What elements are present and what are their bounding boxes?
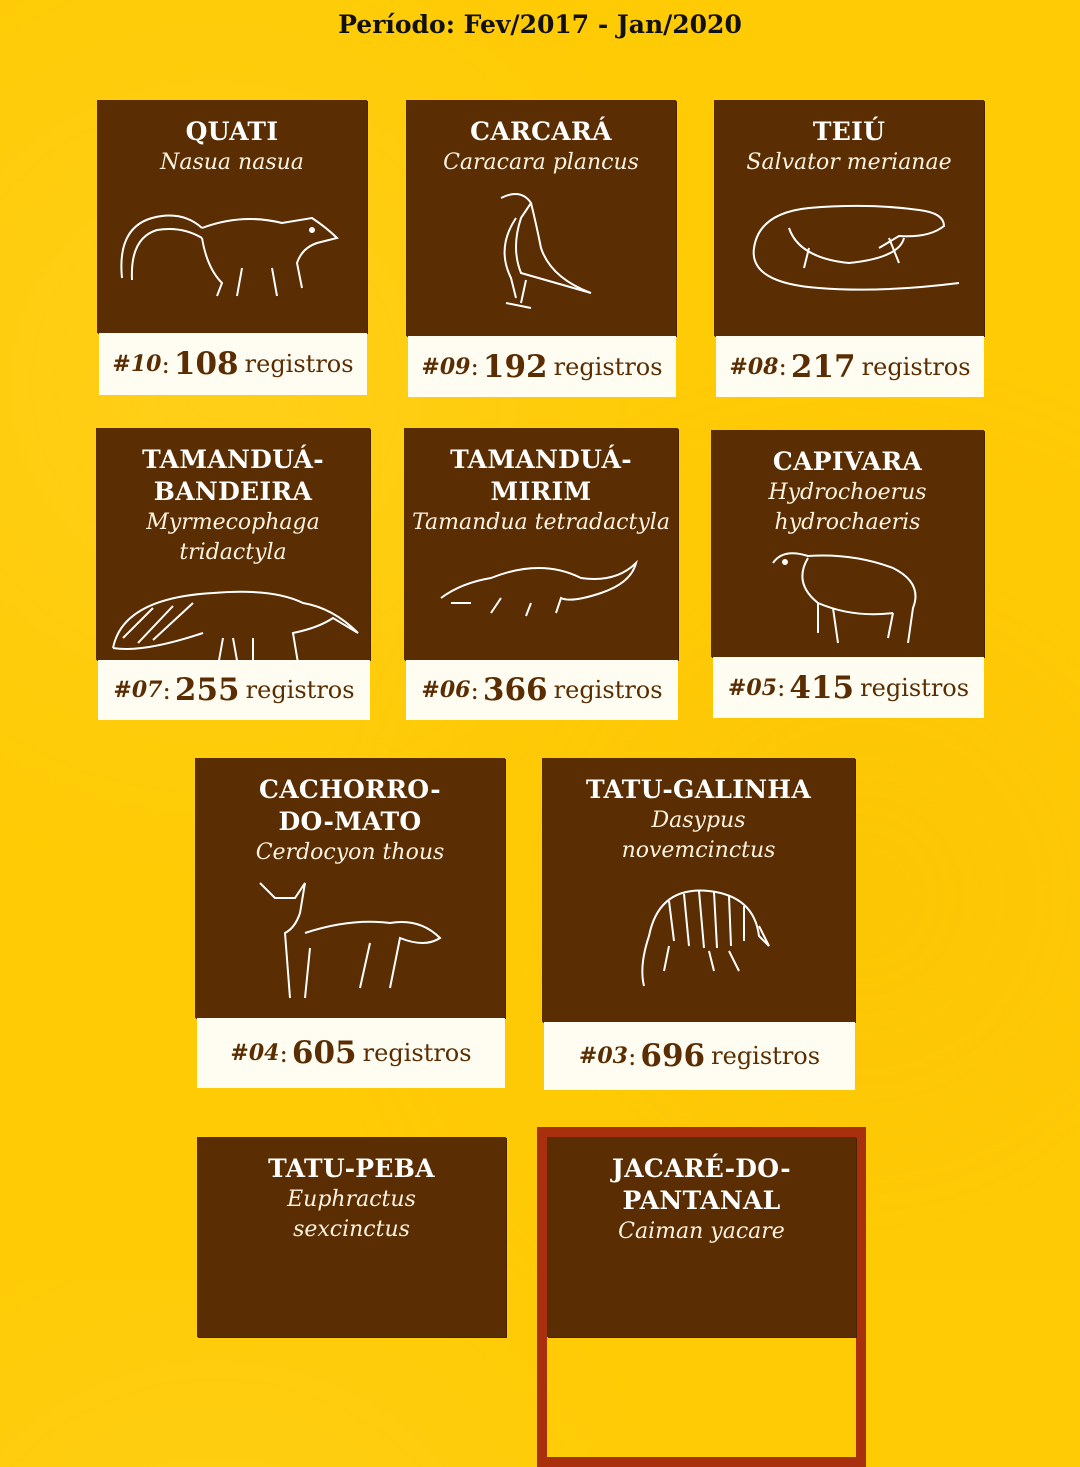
species-panel: QUATI Nasua nasua — [97, 100, 367, 333]
record-count-label: #08:217 registros — [716, 336, 984, 397]
species-card: TAMANDUÁ- MIRIM Tamandua tetradactyla #06:3… — [404, 428, 678, 720]
common-name: CARCARÁ — [470, 117, 612, 146]
species-card: CAPIVARA Hydrochoerus hydrochaeris #05:415 r… — [711, 430, 984, 718]
scientific-name: novemcinctus — [621, 838, 776, 863]
common-name: QUATI — [185, 117, 279, 146]
unit-label: registros — [245, 676, 355, 704]
record-count: 255 — [174, 672, 240, 708]
caracara-icon — [406, 188, 676, 322]
species-panel: CARCARÁ Caracara plancus — [406, 100, 676, 336]
species-card: QUATI Nasua nasua #10:108 registros — [97, 100, 367, 395]
colon: : — [627, 1041, 637, 1071]
unit-label: registros — [711, 1042, 821, 1070]
scientific-name: sexcinctus — [293, 1217, 410, 1242]
species-card: TATU-PEBA Euphractus sexcinctus — [197, 1137, 506, 1437]
period-title: Período: Fev/2017 - Jan/2020 — [338, 10, 742, 39]
record-count: 605 — [291, 1035, 357, 1071]
species-panel: CACHORRO- DO-MATO Cerdocyon thous — [195, 758, 505, 1018]
common-name: TAMANDUÁ- — [142, 445, 324, 474]
unit-label: registros — [553, 352, 663, 381]
lesser-anteater-icon — [404, 548, 678, 632]
species-card: CARCARÁ Caracara plancus #09:192 registros — [406, 100, 676, 397]
colon: : — [279, 1038, 288, 1068]
common-name: TAMANDUÁ- — [450, 445, 632, 474]
scientific-name: Caiman yacare — [618, 1219, 785, 1244]
rank: #04 — [230, 1040, 280, 1066]
species-panel: TAMANDUÁ- BANDEIRA Myrmecophaga tridactyla — [96, 428, 370, 667]
common-name: CAPIVARA — [772, 447, 923, 476]
unit-label: registros — [860, 673, 970, 702]
scientific-name: Hydrochoerus — [768, 480, 927, 505]
species-card: JACARÉ-DO- PANTANAL Caiman yacare — [537, 1127, 866, 1467]
record-count-label: #03:696 registros — [544, 1022, 855, 1090]
record-count-label: #06:366 registros — [406, 660, 678, 720]
rank: #03 — [578, 1043, 628, 1069]
record-count: 108 — [173, 346, 239, 382]
common-name: DO-MATO — [278, 807, 422, 836]
unit-label: registros — [244, 350, 354, 378]
giant-anteater-icon — [96, 578, 370, 677]
rank: #06 — [421, 677, 471, 703]
tegu-lizard-icon — [714, 188, 984, 317]
common-name: BANDEIRA — [153, 477, 313, 506]
species-card: TAMANDUÁ- BANDEIRA Myrmecophaga tridactyla… — [96, 428, 370, 720]
colon: : — [161, 349, 170, 379]
common-name: CACHORRO- — [259, 775, 441, 804]
scientific-name: Dasypus — [651, 808, 746, 833]
colon: : — [162, 675, 171, 705]
record-count-label: #07:255 registros — [98, 660, 370, 720]
scientific-name: hydrochaeris — [774, 510, 921, 535]
record-count: 217 — [790, 348, 856, 385]
record-count-label: #05:415 registros — [713, 657, 984, 718]
rank: #09 — [421, 353, 471, 380]
scientific-name: Myrmecophaga tridactyla — [146, 510, 320, 565]
scientific-name: Salvator merianae — [746, 150, 952, 175]
species-panel: TATU-GALINHA Dasypus novemcinctus — [542, 758, 855, 1022]
scientific-name: Nasua nasua — [160, 150, 304, 175]
species-card: TATU-GALINHA Dasypus novemcinctus #03:696 re… — [542, 758, 855, 1090]
species-panel: TATU-PEBA Euphractus sexcinctus — [197, 1137, 506, 1337]
rank: #10 — [112, 351, 162, 377]
colon: : — [776, 673, 786, 702]
common-name: PANTANAL — [622, 1186, 781, 1215]
common-name: TATU-GALINHA — [585, 775, 812, 804]
scientific-name: Cerdocyon thous — [255, 840, 445, 865]
record-count: 415 — [789, 669, 855, 706]
rank: #08 — [729, 353, 779, 380]
scientific-name: Tamandua tetradactyla — [412, 510, 670, 535]
species-card: TEIÚ Salvator merianae #08:217 registros — [714, 100, 984, 397]
crab-eating-fox-icon — [195, 878, 505, 1012]
colon: : — [778, 352, 787, 381]
armadillo-icon — [542, 876, 855, 1000]
species-card: CACHORRO- DO-MATO Cerdocyon thous #04:605 re… — [195, 758, 505, 1088]
species-panel: TAMANDUÁ- MIRIM Tamandua tetradactyla — [404, 428, 678, 660]
record-count-label: #10:108 registros — [99, 333, 367, 395]
record-count-label: #04:605 registros — [197, 1018, 505, 1088]
scientific-name: Euphractus — [287, 1187, 416, 1212]
unit-label: registros — [362, 1039, 472, 1067]
record-count-label: #09:192 registros — [408, 336, 676, 397]
common-name: MIRIM — [490, 477, 592, 506]
record-count: 366 — [482, 672, 548, 708]
common-name: JACARÉ-DO- — [612, 1154, 791, 1183]
rank: #07 — [113, 677, 163, 703]
capybara-icon — [711, 548, 984, 652]
record-count: 696 — [640, 1038, 706, 1074]
rank: #05 — [727, 674, 777, 701]
species-panel: CAPIVARA Hydrochoerus hydrochaeris — [711, 430, 984, 657]
unit-label: registros — [861, 352, 971, 381]
species-panel: JACARÉ-DO- PANTANAL Caiman yacare — [547, 1137, 856, 1337]
scientific-name: Caracara plancus — [443, 150, 639, 175]
common-name: TEIÚ — [812, 117, 886, 146]
coati-icon — [97, 188, 367, 312]
record-count: 192 — [482, 348, 548, 385]
colon: : — [470, 352, 479, 381]
common-name: TATU-PEBA — [268, 1154, 435, 1183]
species-panel: TEIÚ Salvator merianae — [714, 100, 984, 336]
unit-label: registros — [553, 676, 663, 704]
colon: : — [470, 675, 479, 705]
